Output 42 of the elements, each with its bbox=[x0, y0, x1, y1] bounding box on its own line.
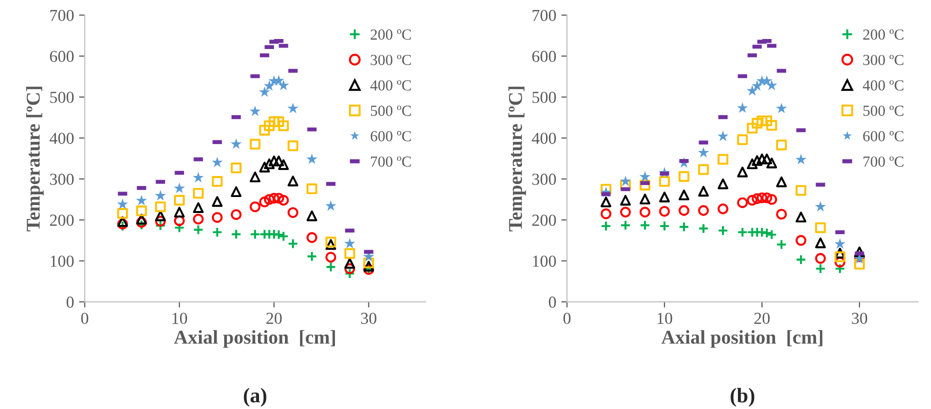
y-tick-label: 200 bbox=[50, 214, 74, 226]
x-tick-label: 20 bbox=[754, 312, 770, 324]
legend-label: 700 ºC bbox=[371, 156, 411, 167]
y-tick-label: 500 bbox=[532, 92, 556, 103]
y-tick-label: 0 bbox=[548, 296, 556, 308]
legend-label: 400 ºC bbox=[370, 80, 411, 91]
x-axis-title: Axial position [cm] bbox=[661, 330, 822, 348]
y-tick-label: 100 bbox=[50, 256, 74, 267]
x-tick-label: 20 bbox=[266, 312, 282, 324]
y-axis-title: Temperature [ºC] bbox=[508, 86, 526, 232]
legend-label: 500 ºC bbox=[370, 106, 411, 116]
x-tick-label: 10 bbox=[172, 312, 188, 324]
legend-label: 300 ºC bbox=[370, 54, 411, 66]
legend-label: 600 ºC bbox=[370, 131, 411, 142]
legend-label: 600 ºC bbox=[863, 131, 904, 142]
y-tick-label: 400 bbox=[532, 132, 556, 144]
x-tick-label: 0 bbox=[81, 312, 88, 324]
y-tick-label: 700 bbox=[50, 10, 74, 22]
x-tick-label: 0 bbox=[563, 312, 571, 324]
legend-label: 500 ºC bbox=[863, 106, 904, 116]
y-tick-label: 400 bbox=[50, 132, 74, 144]
legend-label: 200 ºC bbox=[370, 29, 411, 40]
y-tick-label: 0 bbox=[66, 296, 74, 308]
x-tick-label: 30 bbox=[361, 312, 376, 324]
y-tick-label: 500 bbox=[50, 92, 74, 103]
y-tick-label: 600 bbox=[50, 50, 74, 62]
legend-label: 400 ºC bbox=[862, 80, 904, 91]
y-tick-label: 300 bbox=[50, 174, 74, 185]
x-tick-label: 10 bbox=[658, 312, 672, 324]
y-tick-label: 100 bbox=[533, 256, 556, 267]
legend-label: 700 ºC bbox=[864, 156, 904, 167]
y-tick-label: 700 bbox=[532, 10, 556, 22]
text: (a) bbox=[244, 388, 266, 407]
y-tick-label: 200 bbox=[532, 214, 556, 226]
x-axis-title: Axial position [cm] bbox=[174, 330, 335, 348]
legend-label: 300 ºC bbox=[863, 54, 904, 66]
legend-label: 200 ºC bbox=[863, 29, 904, 40]
y-tick-label: 600 bbox=[532, 50, 556, 62]
y-axis-title: Temperature [ºC] bbox=[26, 86, 44, 232]
x-tick-label: 30 bbox=[852, 312, 868, 324]
y-tick-label: 300 bbox=[532, 174, 556, 185]
text: (b) bbox=[730, 388, 754, 407]
